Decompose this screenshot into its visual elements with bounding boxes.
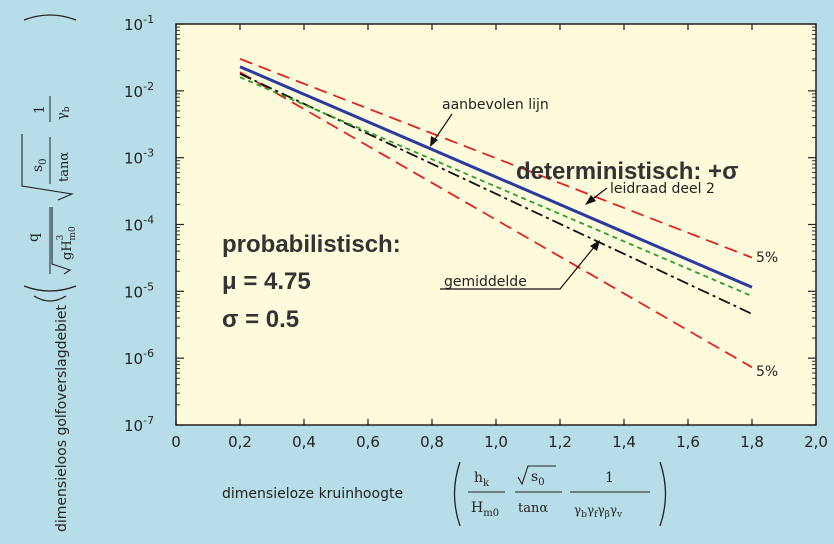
x-axis-label: dimensieloze kruinhoogte hk Hm0 s0 tanα … <box>222 461 667 527</box>
svg-text:q: q <box>26 233 42 242</box>
annotation-lower-5pct: 5% <box>756 364 778 380</box>
x-tick-label: 1,6 <box>676 433 700 451</box>
series-line <box>239 71 753 369</box>
series-line <box>239 65 753 289</box>
y-tick-label: 10-2 <box>124 80 154 101</box>
x-tick-label: 1,4 <box>612 433 636 451</box>
svg-text:γbγfγβγv: γbγfγβγv <box>574 503 623 520</box>
arrowhead-gemiddelde <box>590 240 600 251</box>
axis-ticks <box>175 23 817 426</box>
svg-text:1: 1 <box>32 105 48 114</box>
y-tick-label: 10-6 <box>124 347 154 368</box>
annotation-leidraad: leidraad deel 2 <box>610 181 715 197</box>
y-tick-label: 10-5 <box>124 280 154 301</box>
series-line <box>239 76 753 297</box>
svg-text:γb: γb <box>55 106 72 120</box>
svg-text:tanα: tanα <box>57 152 72 182</box>
x-tick-label: 0,2 <box>228 433 252 451</box>
annotation-probabilistisch: probabilistisch: <box>222 231 401 258</box>
annotation-upper-5pct: 5% <box>756 250 778 266</box>
arrowhead-leidraad <box>585 195 596 205</box>
x-tick-label: 1,2 <box>548 433 572 451</box>
x-tick-label: 1,0 <box>484 433 508 451</box>
svg-text:Hm0: Hm0 <box>471 500 499 519</box>
annotation-mu: μ = 4.75 <box>222 268 311 295</box>
svg-text:hk: hk <box>474 470 490 489</box>
arrow-aanbevolen <box>432 113 453 143</box>
x-tick-label: 2,0 <box>804 433 828 451</box>
arrow-gemiddelde <box>440 245 596 290</box>
annotation-sigma: σ = 0.5 <box>222 306 299 333</box>
y-tick-label: 10-7 <box>124 414 154 435</box>
x-tick-labels: 0 0,2 0,4 0,6 0,8 1,0 1,2 1,4 1,6 1,8 2,0 <box>171 433 828 451</box>
y-tick-label: 10-4 <box>124 214 154 235</box>
series-line <box>239 58 753 259</box>
x-tick-label: 0,4 <box>292 433 316 451</box>
y-tick-labels: 10-1 10-2 10-3 10-4 10-5 10-6 10-7 <box>124 13 154 435</box>
svg-text:s0: s0 <box>30 158 49 172</box>
x-tick-label: 1,8 <box>740 433 764 451</box>
svg-text:dimensieloos golfoverslagdebie: dimensieloos golfoverslagdebiet <box>54 305 70 532</box>
y-tick-label: 10-3 <box>124 147 154 168</box>
svg-text:tanα: tanα <box>518 501 548 516</box>
plot-area <box>175 23 817 426</box>
x-tick-label: 0 <box>171 433 181 451</box>
x-tick-label: 0,6 <box>356 433 380 451</box>
x-tick-label: 0,8 <box>420 433 444 451</box>
annotation-gemiddelde: gemiddelde <box>444 274 527 290</box>
y-tick-label: 10-1 <box>124 13 154 34</box>
svg-text:dimensieloze kruinhoogte: dimensieloze kruinhoogte <box>222 486 403 502</box>
y-axis-label: dimensieloos golfoverslagdebiet q gH3 m0 … <box>21 14 78 532</box>
annotation-aanbevolen: aanbevolen lijn <box>442 97 549 113</box>
svg-text:1: 1 <box>605 470 614 486</box>
series-lines <box>239 58 753 369</box>
annotation-deterministisch: deterministisch: +σ <box>516 158 738 185</box>
arrowhead-aanbevolen <box>430 136 438 147</box>
svg-text:s0: s0 <box>531 469 545 488</box>
